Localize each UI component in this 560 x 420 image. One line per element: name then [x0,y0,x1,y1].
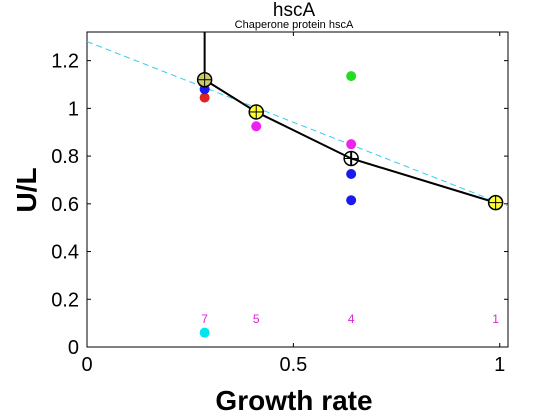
plot-content: 7 5 4 1 [86,32,509,338]
count-label: 4 [348,312,355,326]
chart-title: hscA [273,0,316,21]
y-tick-label: 0.6 [51,194,79,216]
count-label: 5 [253,312,260,326]
x-axis-title: Growth rate [215,385,372,416]
data-point [199,92,210,103]
count-label: 7 [201,312,208,326]
y-tick-label: 0.2 [51,289,79,311]
data-point [346,139,357,150]
x-axis-ticks: 0 0.5 1 [81,32,505,376]
y-axis-ticks: 0 0.2 0.4 0.6 0.8 1 1.2 [51,51,508,359]
y-tick-label: 0.4 [51,242,79,264]
y-tick-label: 0 [68,337,79,359]
data-point [346,195,357,206]
data-point [199,327,210,338]
chart-subtitle: Chaperone protein hscA [235,19,354,31]
data-point [251,121,262,132]
x-tick-label: 0.5 [279,354,307,376]
x-tick-label: 0 [81,354,92,376]
y-tick-label: 0.8 [51,146,79,168]
y-axis-title: U/L [11,167,42,212]
x-tick-label: 1 [494,354,505,376]
data-point [346,168,357,179]
trend-line [86,41,509,207]
count-label: 1 [492,312,499,326]
y-tick-label: 1.2 [51,51,79,73]
y-tick-label: 1 [68,98,79,120]
mean-line [204,78,496,204]
plot-area [86,31,509,348]
data-point [346,71,357,82]
